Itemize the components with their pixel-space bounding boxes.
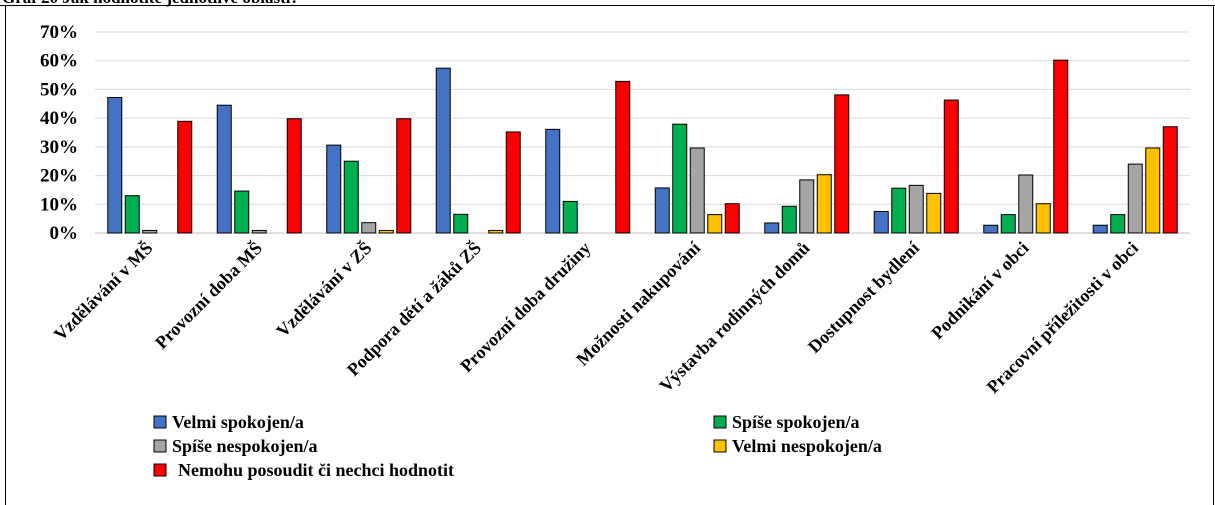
frame-right-border xyxy=(1213,5,1214,505)
bar-nemohu-posoudit xyxy=(286,118,302,234)
y-tick-label: 20% xyxy=(40,166,78,187)
bar-velmi-spokojen xyxy=(654,187,670,234)
bar-velmi-spokojen xyxy=(873,210,889,234)
bar-velmi-spokojen xyxy=(326,144,342,234)
x-category-label: Vzdělávání v MŠ xyxy=(49,237,156,344)
y-tick-label: 30% xyxy=(40,137,78,158)
bar-nemohu-posoudit xyxy=(177,120,193,234)
bar-spise-spokojen xyxy=(781,205,797,234)
bar-velmi-nespokojen xyxy=(707,214,723,234)
bar-velmi-nespokojen xyxy=(1145,147,1161,234)
legend-swatch xyxy=(153,415,167,429)
bar-spise-nespokojen xyxy=(361,222,377,234)
bar-spise-nespokojen xyxy=(689,147,705,234)
bar-spise-spokojen xyxy=(891,187,907,234)
x-category-label: Dostupnost bydlení xyxy=(804,237,924,357)
bar-spise-nespokojen xyxy=(142,229,158,234)
x-category-label: Vzdělávání v ZŠ xyxy=(272,237,376,341)
legend-swatch xyxy=(713,415,727,429)
y-tick-label: 40% xyxy=(40,108,78,129)
y-tick-label: 70% xyxy=(40,22,78,43)
bar-spise-nespokojen xyxy=(1018,174,1034,234)
bar-velmi-spokojen xyxy=(435,67,451,234)
frame-left-border xyxy=(5,5,6,505)
bar-velmi-nespokojen xyxy=(926,192,942,234)
bar-velmi-spokojen xyxy=(983,224,999,234)
bar-spise-spokojen xyxy=(343,160,359,234)
bar-nemohu-posoudit xyxy=(505,131,521,234)
bar-velmi-spokojen xyxy=(545,128,561,234)
y-axis-ticks: 0% 10% 20% 30% 40% 50% 60% 70% xyxy=(40,22,78,244)
bar-spise-nespokojen xyxy=(799,179,815,234)
bar-nemohu-posoudit xyxy=(724,203,740,234)
bar-velmi-spokojen xyxy=(216,104,232,234)
bar-velmi-nespokojen xyxy=(378,229,394,234)
legend-swatch xyxy=(153,463,167,477)
bar-spise-spokojen xyxy=(562,200,578,234)
page-title: Graf 20 Jak hodnotíte jednotlivé oblasti… xyxy=(2,0,299,8)
y-tick-label: 50% xyxy=(40,79,78,100)
x-category-label: Podnikání v obci xyxy=(927,238,1032,343)
bar-velmi-nespokojen xyxy=(488,229,504,234)
bar-nemohu-posoudit xyxy=(615,80,631,234)
bar-nemohu-posoudit xyxy=(396,118,412,234)
bar-spise-spokojen xyxy=(124,195,140,234)
legend-swatch xyxy=(713,439,727,453)
bar-spise-nespokojen xyxy=(251,229,267,234)
bar-velmi-spokojen xyxy=(1092,224,1108,234)
legend-label: Velmi spokojen/a xyxy=(172,412,304,432)
y-tick-label: 60% xyxy=(40,51,78,72)
bar-velmi-nespokojen xyxy=(1035,203,1051,234)
legend-label: Spíše nespokojen/a xyxy=(172,436,318,456)
frame-top-border xyxy=(0,5,1215,6)
bar-nemohu-posoudit xyxy=(1053,59,1069,234)
bar-nemohu-posoudit xyxy=(834,94,850,234)
bar-spise-nespokojen xyxy=(908,184,924,234)
y-tick-label: 10% xyxy=(40,194,78,215)
x-category-label: Provozní doba MŠ xyxy=(150,237,266,353)
bar-velmi-nespokojen xyxy=(816,174,832,234)
legend-label: Spíše spokojen/a xyxy=(732,412,860,432)
y-tick-label: 0% xyxy=(50,223,79,244)
bar-spise-spokojen xyxy=(453,213,469,234)
x-category-label: Možnosti nakupování xyxy=(572,237,705,370)
legend-label: Velmi nespokojen/a xyxy=(732,436,882,456)
bar-spise-spokojen xyxy=(1110,214,1126,234)
bar-spise-nespokojen xyxy=(1127,163,1143,234)
bar-spise-spokojen xyxy=(234,190,250,234)
bars xyxy=(107,59,1178,234)
bar-spise-spokojen xyxy=(672,123,688,234)
bar-velmi-spokojen xyxy=(764,222,780,234)
bar-nemohu-posoudit xyxy=(943,99,959,234)
bar-velmi-spokojen xyxy=(107,96,123,234)
legend-label: Nemohu posoudit či nechci hodnotit xyxy=(178,460,454,480)
legend-swatch xyxy=(153,439,167,453)
bar-spise-spokojen xyxy=(1000,214,1016,234)
legend: Velmi spokojen/a Spíše spokojen/a Spíše ne… xyxy=(153,412,882,480)
bar-nemohu-posoudit xyxy=(1162,126,1178,234)
